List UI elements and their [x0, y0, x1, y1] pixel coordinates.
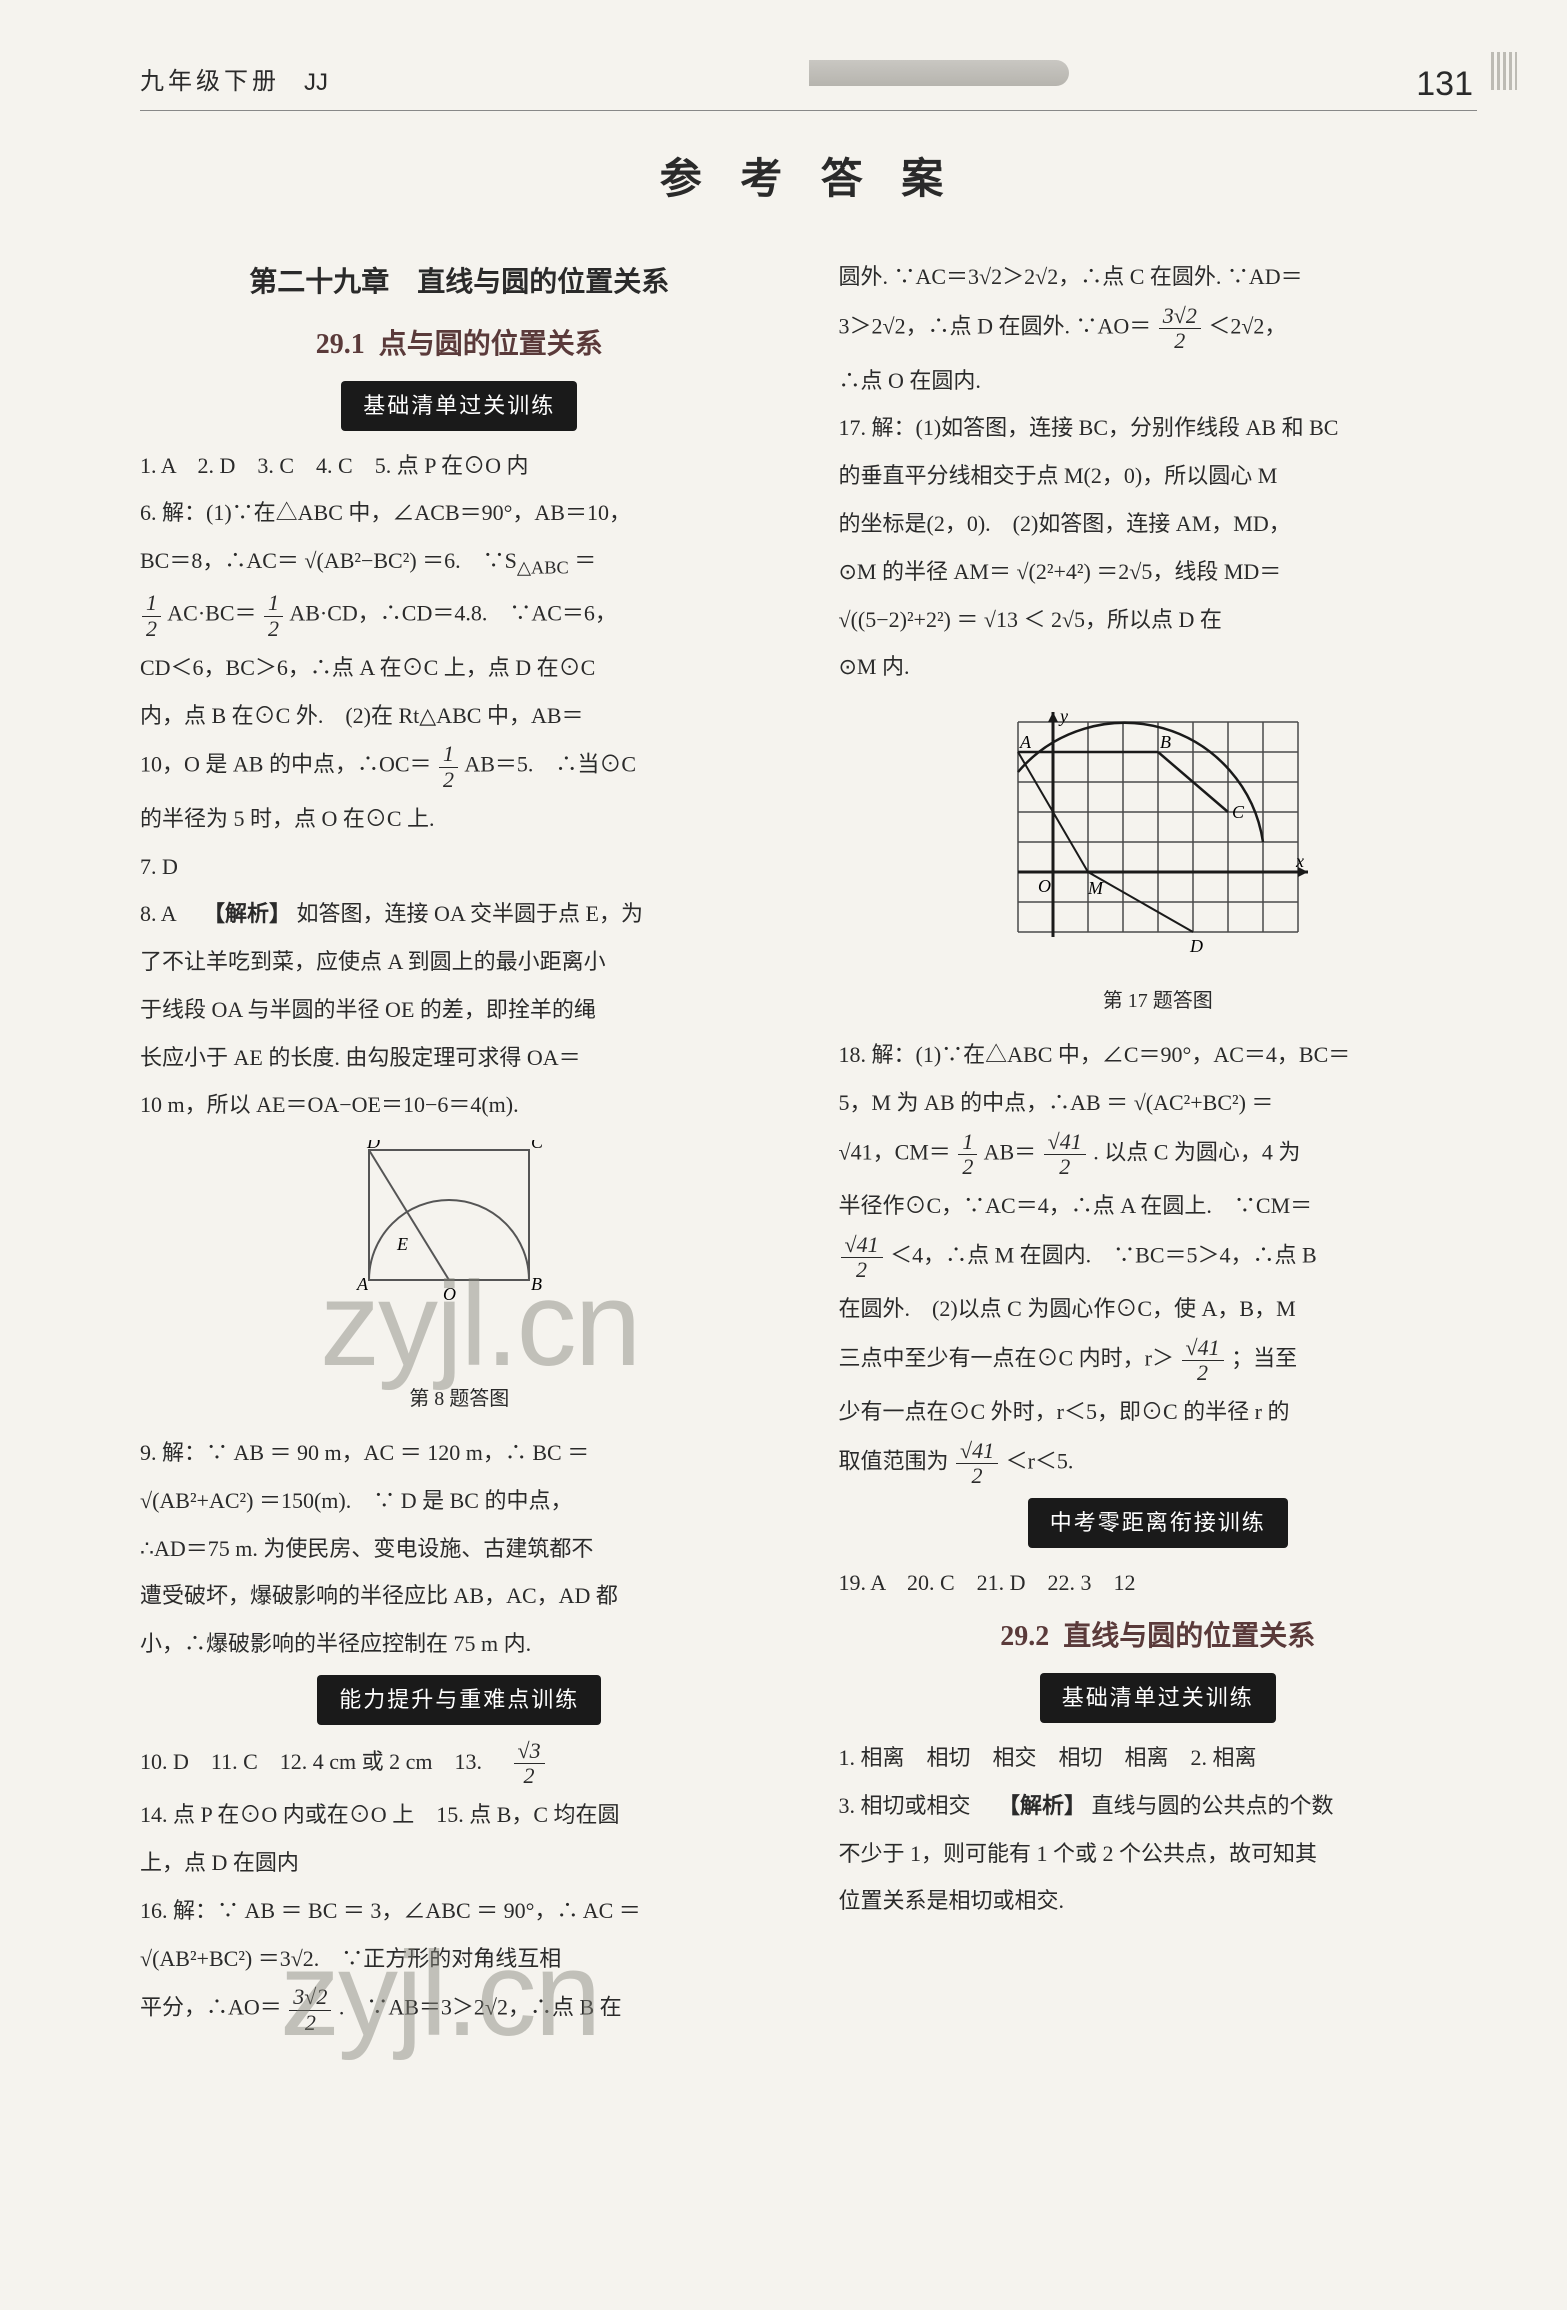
page-header: 九年级下册 JJ 131 — [140, 60, 1477, 111]
answer-6-line4: CD＜6，BC＞6，∴点 A 在⊙C 上，点 D 在⊙C — [140, 647, 779, 689]
sec2-q3-line2: 不少于 1，则可能有 1 个或 2 个公共点，故可知其 — [839, 1833, 1478, 1875]
answer-8-line4: 长应小于 AE 的长度. 由勾股定理可求得 OA＝ — [140, 1037, 779, 1079]
section2-num: 29.2 — [1000, 1621, 1049, 1652]
answers-10-13: 10. D 11. C 12. 4 cm 或 2 cm 13. √32 — [140, 1739, 779, 1788]
svg-text:C: C — [1232, 802, 1245, 822]
diagram-8-svg: D C E A O B — [329, 1140, 589, 1360]
figure-17: A B C O M D x y 第 17 题答图 — [839, 702, 1478, 1020]
answer-18-line9: 取值范围为 √412 ＜r＜5. — [839, 1439, 1478, 1488]
answer-17-line1: 17. 解：(1)如答图，连接 BC，分别作线段 AB 和 BC — [839, 407, 1478, 449]
answer-18-line5: √412 ＜4，∴点 M 在圆内. ∵BC＝5＞4，∴点 B — [839, 1233, 1478, 1282]
answer-18-line8: 少有一点在⊙C 外时，r＜5，即⊙C 的半径 r 的 — [839, 1391, 1478, 1433]
section-num: 29.1 — [316, 329, 365, 360]
answer-14-line2: 上，点 D 在圆内 — [140, 1842, 779, 1884]
svg-text:D: D — [366, 1140, 380, 1152]
answer-9-line4: 遭受破坏，爆破影响的半径应比 AB，AC，AD 都 — [140, 1575, 779, 1617]
answer-6-line1: 6. 解：(1)∵在△ABC 中，∠ACB＝90°，AB＝10， — [140, 492, 779, 534]
answer-6-line6: 10，O 是 AB 的中点，∴OC＝ 12 AB＝5. ∴当⊙C — [140, 742, 779, 791]
svg-text:x: x — [1295, 851, 1304, 871]
svg-text:D: D — [1189, 936, 1203, 956]
answers-19-22: 19. A 20. C 21. D 22. 3 12 — [839, 1562, 1478, 1604]
svg-text:y: y — [1058, 706, 1068, 726]
answer-16-line1: 16. 解：∵ AB ＝ BC ＝ 3，∠ABC ＝ 90°，∴ AC ＝ — [140, 1890, 779, 1932]
answer-18-line3: √41，CM＝ 12 AB＝ √412 . 以点 C 为圆心，4 为 — [839, 1130, 1478, 1179]
band-basic: 基础清单过关训练 — [140, 381, 779, 431]
left-column: 第二十九章 直线与圆的位置关系 29.1 点与圆的位置关系 基础清单过关训练 1… — [140, 256, 779, 2040]
band-basic-2: 基础清单过关训练 — [839, 1673, 1478, 1723]
svg-text:O: O — [443, 1284, 456, 1304]
sec2-q3-line1: 3. 相切或相交 【解析】 直线与圆的公共点的个数 — [839, 1785, 1478, 1827]
answer-9-line1: 9. 解：∵ AB ＝ 90 m，AC ＝ 120 m，∴ BC ＝ — [140, 1432, 779, 1474]
diagram-17-svg: A B C O M D x y — [998, 702, 1318, 962]
answer-16-line3: 平分，∴AO＝ 3√22 . ∵AB＝3＞2√2，∴点 B 在 — [140, 1985, 779, 2034]
code-label: JJ — [304, 60, 328, 106]
answer-18-line2: 5，M 为 AB 的中点，∴AB ＝ √(AC²+BC²) ＝ — [839, 1082, 1478, 1124]
svg-text:C: C — [531, 1140, 544, 1152]
svg-text:B: B — [1160, 732, 1171, 752]
chapter-title: 第二十九章 直线与圆的位置关系 — [140, 256, 779, 309]
right-column: 圆外. ∵AC＝3√2＞2√2，∴点 C 在圆外. ∵AD＝ 3＞2√2，∴点 … — [839, 256, 1478, 2040]
r-line3: ∴点 O 在圆内. — [839, 360, 1478, 402]
answer-16-line2: √(AB²+BC²) ＝3√2. ∵正方形的对角线互相 — [140, 1938, 779, 1980]
figure-8-caption: 第 8 题答图 — [140, 1380, 779, 1418]
svg-text:A: A — [1019, 732, 1032, 752]
answer-8-line3: 于线段 OA 与半圆的半径 OE 的差，即拴羊的绳 — [140, 989, 779, 1031]
r-line1: 圆外. ∵AC＝3√2＞2√2，∴点 C 在圆外. ∵AD＝ — [839, 256, 1478, 298]
answer-17-line3: 的坐标是(2，0). (2)如答图，连接 AM，MD， — [839, 503, 1478, 545]
answer-9-line3: ∴AD＝75 m. 为使民房、变电设施、古建筑都不 — [140, 1528, 779, 1570]
figure-17-caption: 第 17 题答图 — [839, 982, 1478, 1020]
answers-1-5: 1. A 2. D 3. C 4. C 5. 点 P 在⊙O 内 — [140, 445, 779, 487]
answer-17-line5: √((5−2)²+2²) ＝ √13 ＜ 2√5，所以点 D 在 — [839, 599, 1478, 641]
section-29-1-title: 29.1 点与圆的位置关系 — [140, 318, 779, 371]
content-columns: 第二十九章 直线与圆的位置关系 29.1 点与圆的位置关系 基础清单过关训练 1… — [140, 256, 1477, 2040]
answer-9-line2: √(AB²+AC²) ＝150(m). ∵ D 是 BC 的中点， — [140, 1480, 779, 1522]
r-line2: 3＞2√2，∴点 D 在圆外. ∵AO＝ 3√22 ＜2√2， — [839, 304, 1478, 353]
band-advance: 能力提升与重难点训练 — [140, 1675, 779, 1725]
figure-8: D C E A O B 第 8 题答图 — [140, 1140, 779, 1418]
answer-17-line6: ⊙M 内. — [839, 646, 1478, 688]
answer-18-line7: 三点中至少有一点在⊙C 内时，r＞ √412 ；当至 — [839, 1336, 1478, 1385]
page-title: 参 考 答 案 — [140, 141, 1477, 221]
answer-8-line2: 了不让羊吃到菜，应使点 A 到圆上的最小距离小 — [140, 941, 779, 983]
section-name: 点与圆的位置关系 — [379, 329, 603, 360]
svg-text:M: M — [1087, 878, 1104, 898]
answer-8-line5: 10 m，所以 AE＝OA−OE＝10−6＝4(m). — [140, 1084, 779, 1126]
answer-9-line5: 小，∴爆破影响的半径应控制在 75 m 内. — [140, 1623, 779, 1665]
section2-name: 直线与圆的位置关系 — [1063, 1621, 1315, 1652]
page-number: 131 — [1416, 52, 1473, 117]
answer-6-line2: BC＝8，∴AC＝ √(AB²−BC²) ＝6. ∵S△ABC ＝ — [140, 540, 779, 585]
answer-18-line1: 18. 解：(1)∵在△ABC 中，∠C＝90°，AC＝4，BC＝ — [839, 1034, 1478, 1076]
answer-6-line5: 内，点 B 在⊙C 外. (2)在 Rt△ABC 中，AB＝ — [140, 695, 779, 737]
band-exam: 中考零距离衔接训练 — [839, 1498, 1478, 1548]
analysis-label-2: 【解析】 — [998, 1793, 1086, 1818]
grade-label: 九年级下册 — [140, 60, 280, 106]
answer-6-line7: 的半径为 5 时，点 O 在⊙C 上. — [140, 798, 779, 840]
svg-text:A: A — [356, 1274, 369, 1294]
sec2-q3-line3: 位置关系是相切或相交. — [839, 1880, 1478, 1922]
answer-18-line6: 在圆外. (2)以点 C 为圆心作⊙C，使 A，B，M — [839, 1288, 1478, 1330]
answer-7: 7. D — [140, 846, 779, 888]
answer-8-line1: 8. A 【解析】 如答图，连接 OA 交半圆于点 E，为 — [140, 893, 779, 935]
answer-14-line1: 14. 点 P 在⊙O 内或在⊙O 上 15. 点 B，C 均在圆 — [140, 1794, 779, 1836]
header-stripes — [1491, 52, 1517, 90]
svg-text:E: E — [396, 1234, 408, 1254]
svg-text:O: O — [1038, 876, 1051, 896]
answer-17-line2: 的垂直平分线相交于点 M(2，0)，所以圆心 M — [839, 455, 1478, 497]
header-bar — [809, 60, 1069, 86]
section-29-2-title: 29.2 直线与圆的位置关系 — [839, 1610, 1478, 1663]
svg-text:B: B — [531, 1274, 542, 1294]
answer-18-line4: 半径作⊙C，∵AC＝4，∴点 A 在圆上. ∵CM＝ — [839, 1185, 1478, 1227]
answer-6-line3: 12 AC·BC＝ 12 AB·CD，∴CD＝4.8. ∵AC＝6， — [140, 591, 779, 640]
sec2-q1: 1. 相离 相切 相交 相切 相离 2. 相离 — [839, 1737, 1478, 1779]
analysis-label: 【解析】 — [203, 901, 291, 926]
answer-17-line4: ⊙M 的半径 AM＝ √(2²+4²) ＝2√5，线段 MD＝ — [839, 551, 1478, 593]
